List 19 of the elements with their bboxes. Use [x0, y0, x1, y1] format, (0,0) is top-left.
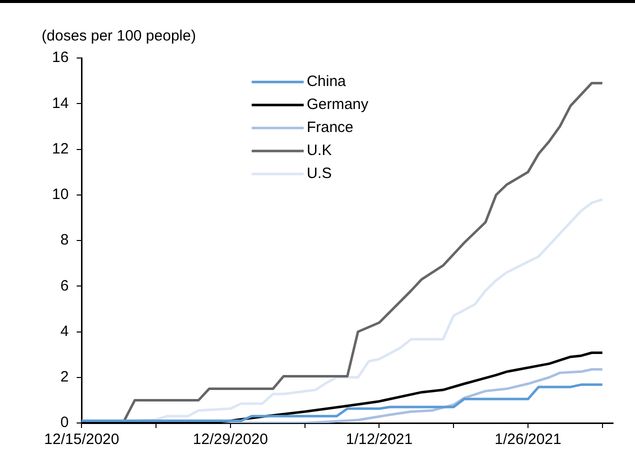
y-tick-label: 10 [52, 186, 69, 204]
legend-label: China [306, 73, 347, 90]
legend-label: France [306, 119, 354, 136]
legend-label: Germany [306, 96, 369, 114]
y-tick-label: 14 [52, 94, 69, 112]
x-tick-label: 12/29/2020 [192, 431, 268, 448]
x-tick-label: 12/15/2020 [44, 431, 120, 448]
legend-label: U.S [306, 165, 332, 182]
y-tick-label: 4 [60, 322, 69, 340]
y-tick-label: 2 [60, 368, 69, 386]
x-tick-label: 1/26/2021 [494, 431, 562, 448]
x-tick-label: 1/12/2021 [346, 431, 413, 448]
y-axis-title: (doses per 100 people) [42, 28, 196, 45]
y-tick-label: 8 [60, 232, 69, 249]
y-tick-label: 16 [52, 49, 69, 66]
y-tick-label: 6 [60, 277, 69, 294]
y-tick-label: 0 [60, 414, 69, 432]
y-tick-label: 12 [52, 140, 69, 158]
legend-label: U.K [306, 142, 332, 160]
